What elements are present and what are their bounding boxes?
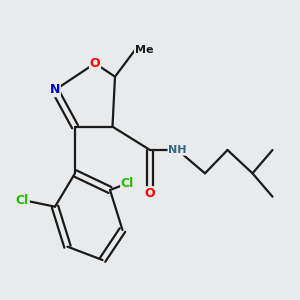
Text: N: N [50, 83, 60, 97]
Text: O: O [145, 187, 155, 200]
Text: Cl: Cl [121, 177, 134, 190]
Text: O: O [90, 57, 100, 70]
Text: Me: Me [135, 45, 153, 55]
Text: NH: NH [168, 145, 187, 155]
Text: Cl: Cl [16, 194, 29, 206]
